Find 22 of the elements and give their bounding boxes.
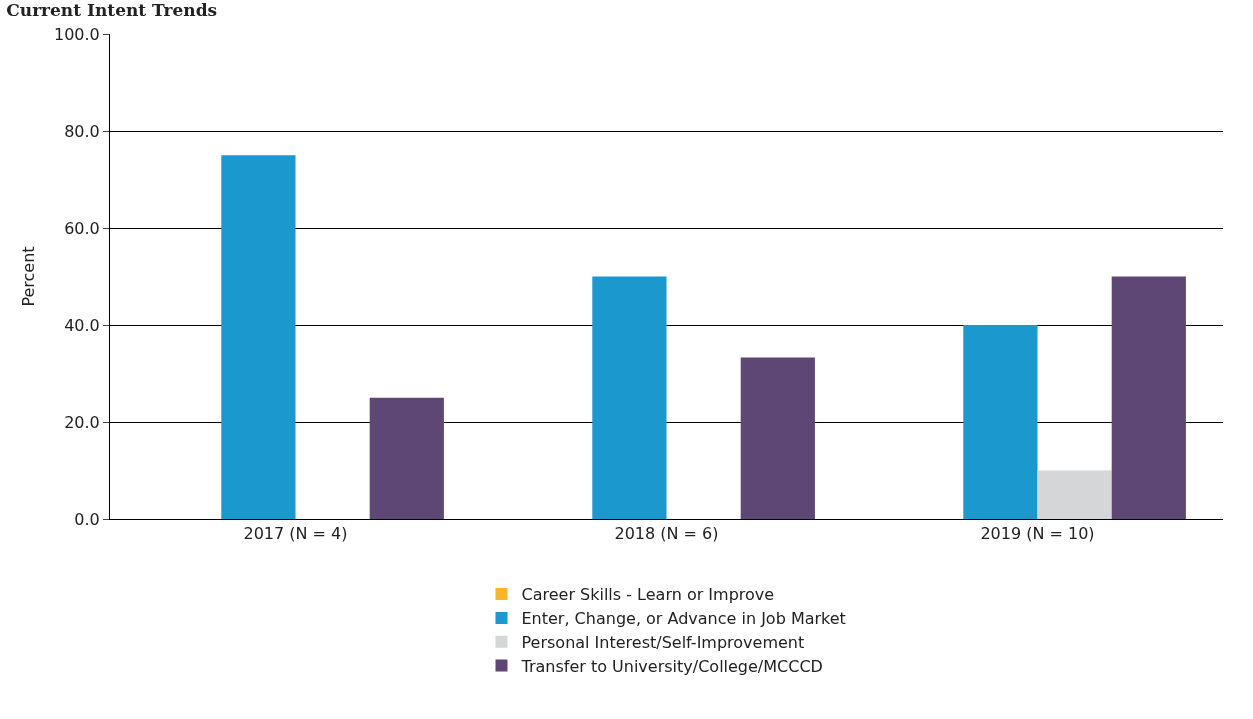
bar — [1037, 470, 1112, 519]
bar — [740, 357, 815, 519]
legend-label: Personal Interest/Self-Improvement — [521, 632, 805, 652]
bar — [1111, 276, 1186, 519]
legend-label: Transfer to University/College/MCCCD — [520, 656, 823, 676]
bar — [221, 155, 296, 519]
y-tick-label: 60.0 — [64, 218, 100, 238]
y-tick-label: 20.0 — [64, 412, 100, 432]
bar — [369, 397, 444, 519]
legend-label: Career Skills - Learn or Improve — [521, 585, 775, 605]
y-tick-label: 40.0 — [64, 315, 100, 335]
y-axis-title: Percent — [18, 246, 38, 307]
bar — [592, 276, 667, 519]
y-tick-label: 80.0 — [64, 121, 100, 141]
legend-label: Enter, Change, or Advance in Job Market — [521, 609, 846, 629]
x-tick-label: 2018 (N = 6) — [614, 524, 719, 544]
x-tick-label: 2019 (N = 10) — [980, 524, 1095, 544]
x-tick-label: 2017 (N = 4) — [243, 524, 348, 544]
y-tick-label: 0.0 — [74, 509, 100, 529]
chart-title: Current Intent Trends — [6, 0, 218, 20]
y-tick-label: 100.0 — [53, 24, 100, 44]
bar — [963, 325, 1038, 519]
